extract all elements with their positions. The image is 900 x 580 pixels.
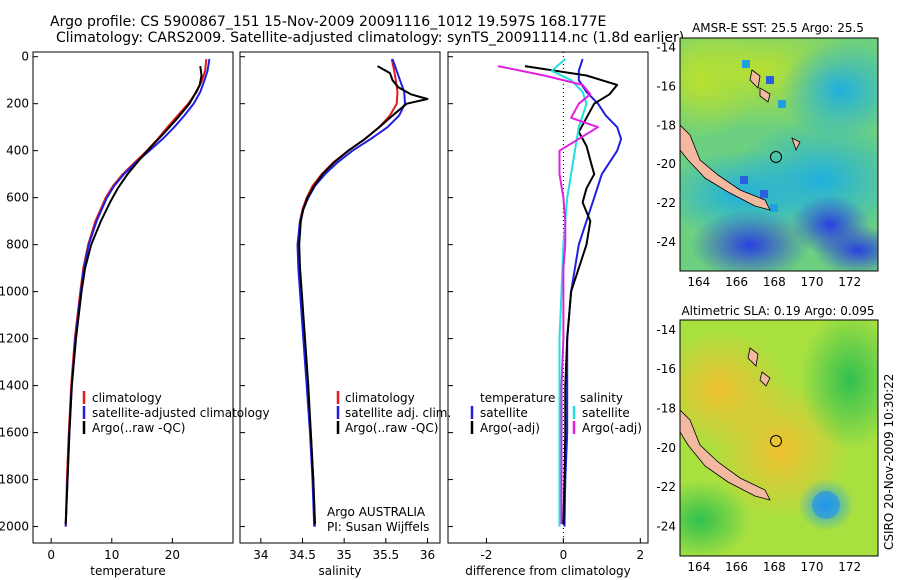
map-xtick-label: 170 xyxy=(801,560,824,574)
map-ytick-label: -14 xyxy=(656,323,676,337)
xtick-label: 34 xyxy=(253,548,268,562)
xtick-label: 20 xyxy=(165,548,180,562)
map-ytick-label: -18 xyxy=(656,402,676,416)
difference-legend: temperature salinity satellite Argo(-adj… xyxy=(470,391,642,435)
map-xtick-label: 170 xyxy=(801,275,824,289)
map-xtick-label: 172 xyxy=(838,560,861,574)
series-line-3 xyxy=(497,65,599,525)
series-line-2 xyxy=(550,58,588,527)
series-line-1 xyxy=(524,65,619,525)
annotation-argo-australia: Argo AUSTRALIA xyxy=(327,505,426,519)
xtick-label: 35.5 xyxy=(372,548,399,562)
legend-argo: Argo(..raw -QC) xyxy=(345,421,438,435)
map-ytick-label: -18 xyxy=(656,118,676,132)
temperature-series-layer xyxy=(64,58,211,527)
salinity-series-layer xyxy=(296,58,429,527)
axes-layer: 0 10 2002004006008001000120014001600180020… xyxy=(0,41,861,574)
legend-climatology: climatology xyxy=(92,391,162,405)
difference-series-layer xyxy=(497,52,623,543)
map-ytick-label: -24 xyxy=(656,520,676,534)
xtick-label: -2 xyxy=(480,548,492,562)
side-timestamp-label: CSIRO 20-Nov-2009 10:30:22 xyxy=(882,374,896,550)
sla-argo-marker xyxy=(770,435,782,447)
series-line-1 xyxy=(296,58,406,527)
map-xtick-label: 168 xyxy=(763,560,786,574)
map-ytick-label: -24 xyxy=(656,235,676,249)
series-line-0 xyxy=(64,58,208,527)
legend-sal-satellite: satellite xyxy=(582,406,630,420)
legend-temp-satellite: satellite xyxy=(480,406,528,420)
sst-map-title: AMSR-E SST: 25.5 Argo: 25.5 xyxy=(692,21,864,35)
xtick-label: 36 xyxy=(420,548,435,562)
legend-argo: Argo(..raw -QC) xyxy=(92,421,185,435)
map-xtick-label: 172 xyxy=(838,275,861,289)
ytick-label: 400 xyxy=(6,144,29,158)
ytick-label: 2000 xyxy=(0,520,29,534)
xtick-label: 2 xyxy=(636,548,644,562)
sst-argo-marker xyxy=(770,151,782,163)
ytick-label: 600 xyxy=(6,191,29,205)
xtick-label: 0 xyxy=(47,548,55,562)
series-line-2 xyxy=(298,65,429,525)
legend-salinity-title: salinity xyxy=(580,391,623,405)
sst-map-frame xyxy=(679,37,879,272)
legend-satellite-adj: satellite adj. clim. xyxy=(345,406,451,420)
ytick-label: 1000 xyxy=(0,285,29,299)
map-ytick-label: -22 xyxy=(656,196,676,210)
series-line-0 xyxy=(563,58,623,527)
map-xtick-label: 166 xyxy=(725,275,748,289)
sla-map-image xyxy=(680,320,878,556)
map-xtick-label: 168 xyxy=(763,275,786,289)
series-line-0 xyxy=(297,58,399,527)
series-line-1 xyxy=(64,58,211,527)
salinity-legend: climatology satellite adj. clim. Argo(..… xyxy=(327,391,451,534)
temperature-plot-frame xyxy=(32,51,234,544)
ytick-label: 0 xyxy=(21,50,29,64)
map-ytick-label: -20 xyxy=(656,441,676,455)
temperature-legend: climatology satellite-adjusted climatolo… xyxy=(82,391,270,435)
legend-temperature-title: temperature xyxy=(480,391,555,405)
map-ytick-label: -16 xyxy=(656,362,676,376)
difference-plot-frame xyxy=(447,51,649,544)
legend-sal-argo: Argo(-adj) xyxy=(582,421,642,435)
map-xtick-label: 164 xyxy=(687,275,710,289)
ytick-label: 1600 xyxy=(0,426,29,440)
sla-map-frame xyxy=(679,319,879,557)
legend-climatology: climatology xyxy=(345,391,415,405)
map-ytick-label: -20 xyxy=(656,157,676,171)
ytick-label: 1400 xyxy=(0,379,29,393)
header-line-2: Climatology: CARS2009. Satellite-adjuste… xyxy=(56,30,684,46)
map-xtick-label: 164 xyxy=(687,560,710,574)
difference-xlabel: difference from climatology xyxy=(465,564,631,578)
map-ytick-label: -22 xyxy=(656,480,676,494)
xtick-label: 0 xyxy=(560,548,568,562)
xtick-label: 34.5 xyxy=(289,548,316,562)
header-line-1: Argo profile: CS 5900867_151 15-Nov-2009… xyxy=(50,14,606,30)
ytick-label: 1200 xyxy=(0,332,29,346)
ytick-label: 1800 xyxy=(0,473,29,487)
series-line-2 xyxy=(64,65,203,525)
sla-map-title: Altimetric SLA: 0.19 Argo: 0.095 xyxy=(681,304,874,318)
ytick-label: 800 xyxy=(6,238,29,252)
map-xtick-label: 166 xyxy=(725,560,748,574)
annotation-pi: PI: Susan Wijffels xyxy=(327,520,429,534)
map-ytick-label: -14 xyxy=(656,41,676,55)
map-ytick-label: -16 xyxy=(656,80,676,94)
sst-map-image xyxy=(680,38,878,271)
legend-temp-argo: Argo(-adj) xyxy=(480,421,540,435)
xtick-label: 35 xyxy=(337,548,352,562)
xtick-label: 10 xyxy=(104,548,119,562)
legend-satellite-adjusted: satellite-adjusted climatology xyxy=(92,406,270,420)
ytick-label: 200 xyxy=(6,97,29,111)
salinity-plot-frame xyxy=(239,51,441,544)
temperature-xlabel: temperature xyxy=(90,564,165,578)
salinity-xlabel: salinity xyxy=(318,564,361,578)
